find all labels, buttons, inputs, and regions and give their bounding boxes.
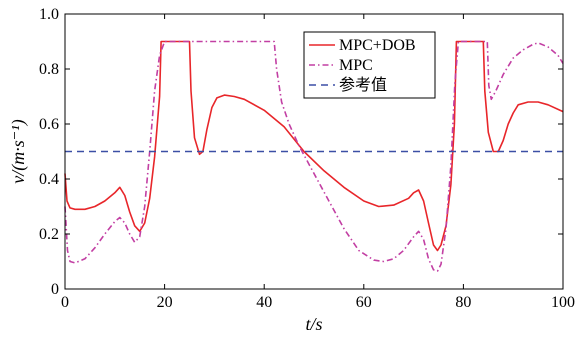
legend-label-0: MPC+DOB: [339, 37, 416, 54]
y-tick-label: 0.8: [39, 61, 59, 78]
legend-label-1: MPC: [339, 57, 373, 74]
series-line-0: [64, 40, 564, 252]
legend: MPC+DOB MPC 参考值: [303, 31, 436, 99]
x-tick-label: 100: [551, 294, 575, 311]
series-line-1: [64, 40, 564, 272]
y-tick-label: 0.4: [39, 171, 59, 188]
y-tick-label: 0.6: [39, 116, 59, 133]
y-tick-label: 1.0: [39, 6, 59, 23]
plot-frame: [64, 13, 564, 290]
x-tick-label: 80: [455, 294, 471, 311]
y-axis-label: v/(m·s⁻¹): [8, 119, 29, 183]
y-tick-label: 0: [51, 281, 59, 298]
y-tick-label: 0.2: [39, 226, 59, 243]
x-tick-label: 40: [256, 294, 272, 311]
ticks-layer: 0 20 40 60 80 100 0 0.2 0.4 0.6 0.8 1.0: [39, 6, 575, 311]
series-layer: [64, 40, 564, 272]
x-tick-label: 20: [157, 294, 173, 311]
x-tick-label: 0: [61, 294, 69, 311]
x-tick-label: 60: [356, 294, 372, 311]
x-axis-label: t/s: [305, 314, 322, 334]
legend-label-2: 参考值: [339, 76, 387, 94]
